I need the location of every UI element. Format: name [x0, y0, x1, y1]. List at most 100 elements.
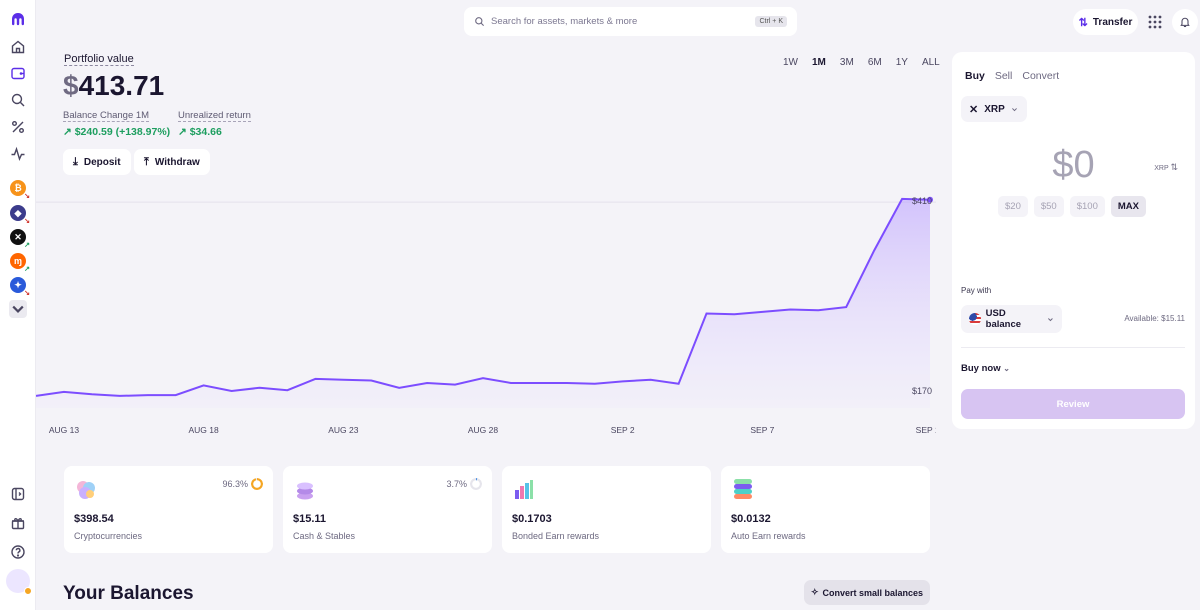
balance-card[interactable]: 96.3% $398.54 Cryptocurrencies — [64, 466, 273, 553]
balance-card[interactable]: 3.7% $15.11 Cash & Stables — [283, 466, 492, 553]
crypto-coins-icon — [74, 478, 98, 502]
convert-small-balances-button[interactable]: ✧ Convert small balances — [804, 580, 930, 605]
portfolio-value-label[interactable]: Portfolio value — [64, 53, 134, 66]
available-balance: Available: $15.11 — [1124, 314, 1185, 323]
allocation-percent: 96.3% — [222, 478, 263, 490]
search-bar[interactable]: Search for assets, markets & more Ctrl +… — [464, 7, 797, 36]
chevron-down-icon: ⌄ — [1003, 364, 1010, 373]
notifications-button[interactable] — [1172, 9, 1198, 35]
cash-stack-icon — [293, 478, 317, 502]
tab-convert[interactable]: Convert — [1022, 70, 1060, 82]
apps-grid-icon[interactable] — [1145, 12, 1165, 32]
transfer-arrows-icon: ⇅ — [1078, 16, 1088, 29]
card-label: Bonded Earn rewards — [512, 531, 600, 541]
transfer-button[interactable]: ⇅ Transfer — [1073, 9, 1138, 35]
user-avatar[interactable] — [6, 569, 32, 595]
deposit-button[interactable]: ⤓ Deposit — [63, 149, 131, 175]
trade-tabs: Buy Sell Convert — [965, 70, 1059, 82]
range-1m[interactable]: 1M — [812, 57, 826, 68]
us-flag-icon — [969, 313, 981, 325]
card-amount: $398.54 — [74, 513, 114, 525]
chart-x-tick: AUG 13 — [49, 425, 80, 435]
trade-panel: Buy Sell Convert ✕ XRP $0 XRP ⇅ $20 $50 $100… — [952, 52, 1195, 429]
help-icon[interactable] — [9, 543, 27, 561]
allocation-ring — [470, 478, 482, 490]
ethereum-coin-icon[interactable]: ◆ ↘ — [10, 205, 30, 225]
review-button[interactable]: Review — [961, 389, 1185, 419]
range-6m[interactable]: 6M — [867, 57, 882, 68]
monero-coin-icon[interactable]: ɱ ↗ — [10, 253, 30, 273]
bitcoin-coin-icon[interactable]: ₿ ↘ — [10, 180, 30, 200]
tab-buy[interactable]: Buy — [965, 70, 985, 82]
tab-sell[interactable]: Sell — [994, 70, 1013, 82]
amount-presets: $20 $50 $100 MAX — [998, 196, 1146, 217]
portfolio-value: $413.71 — [63, 70, 164, 102]
unrealized-return-label[interactable]: Unrealized return — [178, 110, 251, 122]
card-amount: $15.11 — [293, 513, 327, 525]
preset-max-button[interactable]: MAX — [1110, 196, 1146, 217]
range-1w[interactable]: 1W — [783, 57, 798, 68]
unit-label: XRP — [1154, 165, 1169, 172]
search-placeholder[interactable]: Search for assets, markets & more — [491, 16, 638, 27]
chevron-down-icon — [12, 305, 24, 313]
range-3m[interactable]: 3M — [839, 57, 854, 68]
unit-toggle[interactable]: XRP ⇅ — [1154, 162, 1178, 173]
amount-input[interactable]: $0 — [1052, 144, 1095, 186]
range-1y[interactable]: 1Y — [895, 57, 908, 68]
withdraw-button[interactable]: ⤒ Withdraw — [134, 149, 210, 175]
trend-up-icon: ↗ — [63, 126, 75, 138]
wallet-icon[interactable] — [9, 64, 27, 82]
chart-y-label: $410 — [912, 196, 932, 206]
balance-card[interactable]: $0.0132 Auto Earn rewards — [721, 466, 930, 553]
chainlink-coin-icon[interactable]: ✦ ↘ — [10, 277, 30, 297]
divider — [961, 347, 1185, 348]
chart-x-tick: AUG 28 — [468, 425, 499, 435]
card-label: Cash & Stables — [293, 531, 356, 541]
layers-icon — [731, 478, 755, 502]
your-balances-title: Your Balances — [63, 583, 194, 604]
sparkle-broom-icon: ✧ — [810, 587, 819, 597]
balance-card[interactable]: $0.1703 Bonded Earn rewards — [502, 466, 711, 553]
portfolio-currency: $ — [63, 70, 79, 101]
chart-x-tick: SEP 13 — [916, 425, 936, 435]
preset-20-button[interactable]: $20 — [998, 196, 1028, 217]
asset-selector[interactable]: ✕ XRP — [961, 96, 1027, 122]
allocation-ring — [251, 478, 263, 490]
chart-point — [927, 196, 933, 203]
gift-icon[interactable] — [9, 514, 27, 532]
search-icon — [475, 17, 485, 27]
kraken-logo-icon[interactable] — [9, 10, 27, 28]
search-shortcut: Ctrl + K — [755, 16, 787, 27]
convert-small-balances-label: Convert small balances — [822, 587, 924, 598]
home-icon[interactable] — [9, 38, 27, 56]
percent-icon[interactable] — [9, 118, 27, 136]
more-assets-button[interactable] — [9, 300, 27, 318]
chart-x-tick: SEP 2 — [611, 425, 635, 435]
upload-icon: ⤒ — [144, 155, 149, 168]
xrp-coin-icon[interactable]: ✕ ↗ — [10, 229, 30, 249]
avatar-badge — [24, 587, 32, 595]
xrp-icon: ✕ — [969, 103, 979, 116]
search-icon[interactable] — [9, 91, 27, 109]
card-label: Auto Earn rewards — [731, 531, 806, 541]
order-type-selector[interactable]: Buy now ⌄ — [961, 363, 1010, 374]
withdraw-label: Withdraw — [154, 156, 200, 168]
range-all[interactable]: ALL — [921, 57, 940, 68]
chart-area — [36, 198, 930, 408]
balance-change-label[interactable]: Balance Change 1M — [63, 110, 150, 122]
unrealized-return-value: ↗ $34.66 — [178, 126, 222, 138]
sidebar-toggle-icon[interactable] — [9, 485, 27, 503]
chart-series-line — [36, 197, 931, 397]
pay-with-label: Pay with — [961, 286, 992, 295]
download-icon: ⤓ — [73, 155, 78, 168]
portfolio-chart: $410 $170 AUG 13 AUG 18 AUG 23 AUG 28 SEP 2 SEP… — [36, 196, 936, 435]
time-range-selector: 1W 1M 3M 6M 1Y ALL — [776, 55, 947, 70]
activity-icon[interactable] — [9, 145, 27, 163]
pay-with-selector[interactable]: USD balance — [961, 305, 1062, 333]
asset-symbol: XRP — [984, 103, 1005, 115]
chart-x-tick: AUG 18 — [189, 425, 220, 435]
preset-100-button[interactable]: $100 — [1069, 196, 1105, 217]
chevron-down-icon — [1011, 107, 1017, 111]
preset-50-button[interactable]: $50 — [1033, 196, 1064, 217]
swap-icon: ⇅ — [1170, 162, 1178, 172]
